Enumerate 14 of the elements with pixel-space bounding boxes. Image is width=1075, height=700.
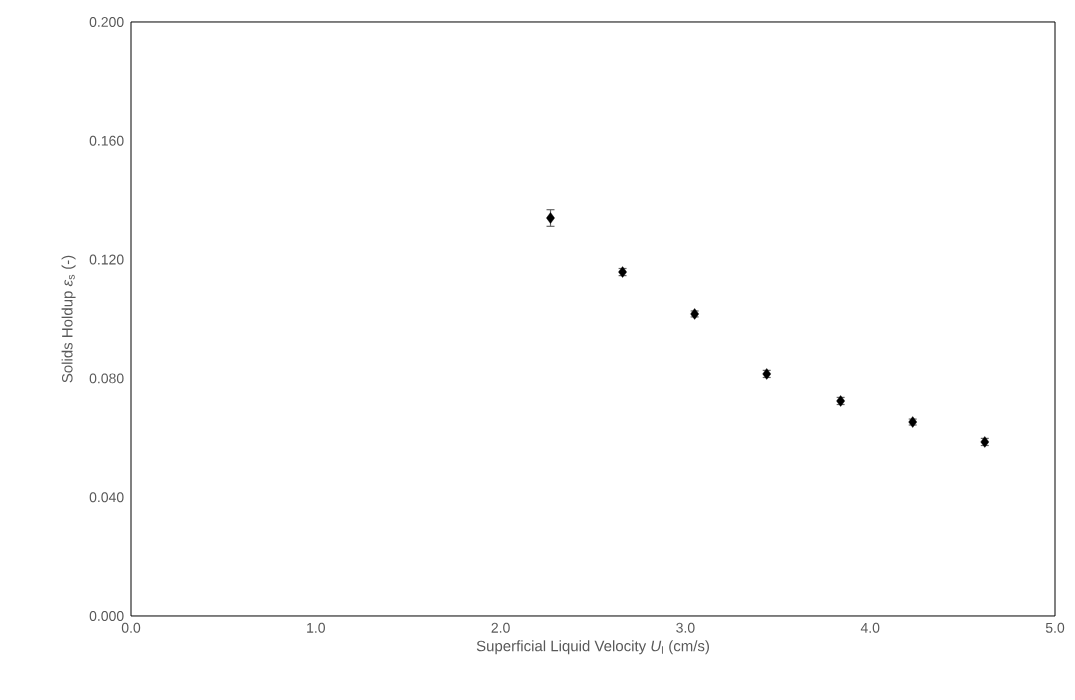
y-tick-label: 0.040 [89,492,124,503]
y-tick-label: 0.000 [89,611,124,621]
x-axis-title: Superficial Liquid Velocity U$_{l}$ (cm/s) [476,640,709,655]
x-tick-label: 3.0 [676,622,695,633]
x-tick-label: 0.0 [121,622,141,633]
x-tick-label: 4.0 [860,622,880,633]
x-tick-label: 5.0 [1045,622,1065,633]
y-tick-label: 0.200 [89,17,124,27]
x-tick-label: 1.0 [307,622,325,633]
y-tick-label: 0.120 [89,254,124,265]
y-axis-title: Solids Holdup ε$_{s}$ (-) [61,255,76,383]
y-tick-label: 0.160 [89,135,124,146]
y-tick-label: 0.080 [89,373,124,384]
x-tick-label: 2.0 [491,622,510,633]
